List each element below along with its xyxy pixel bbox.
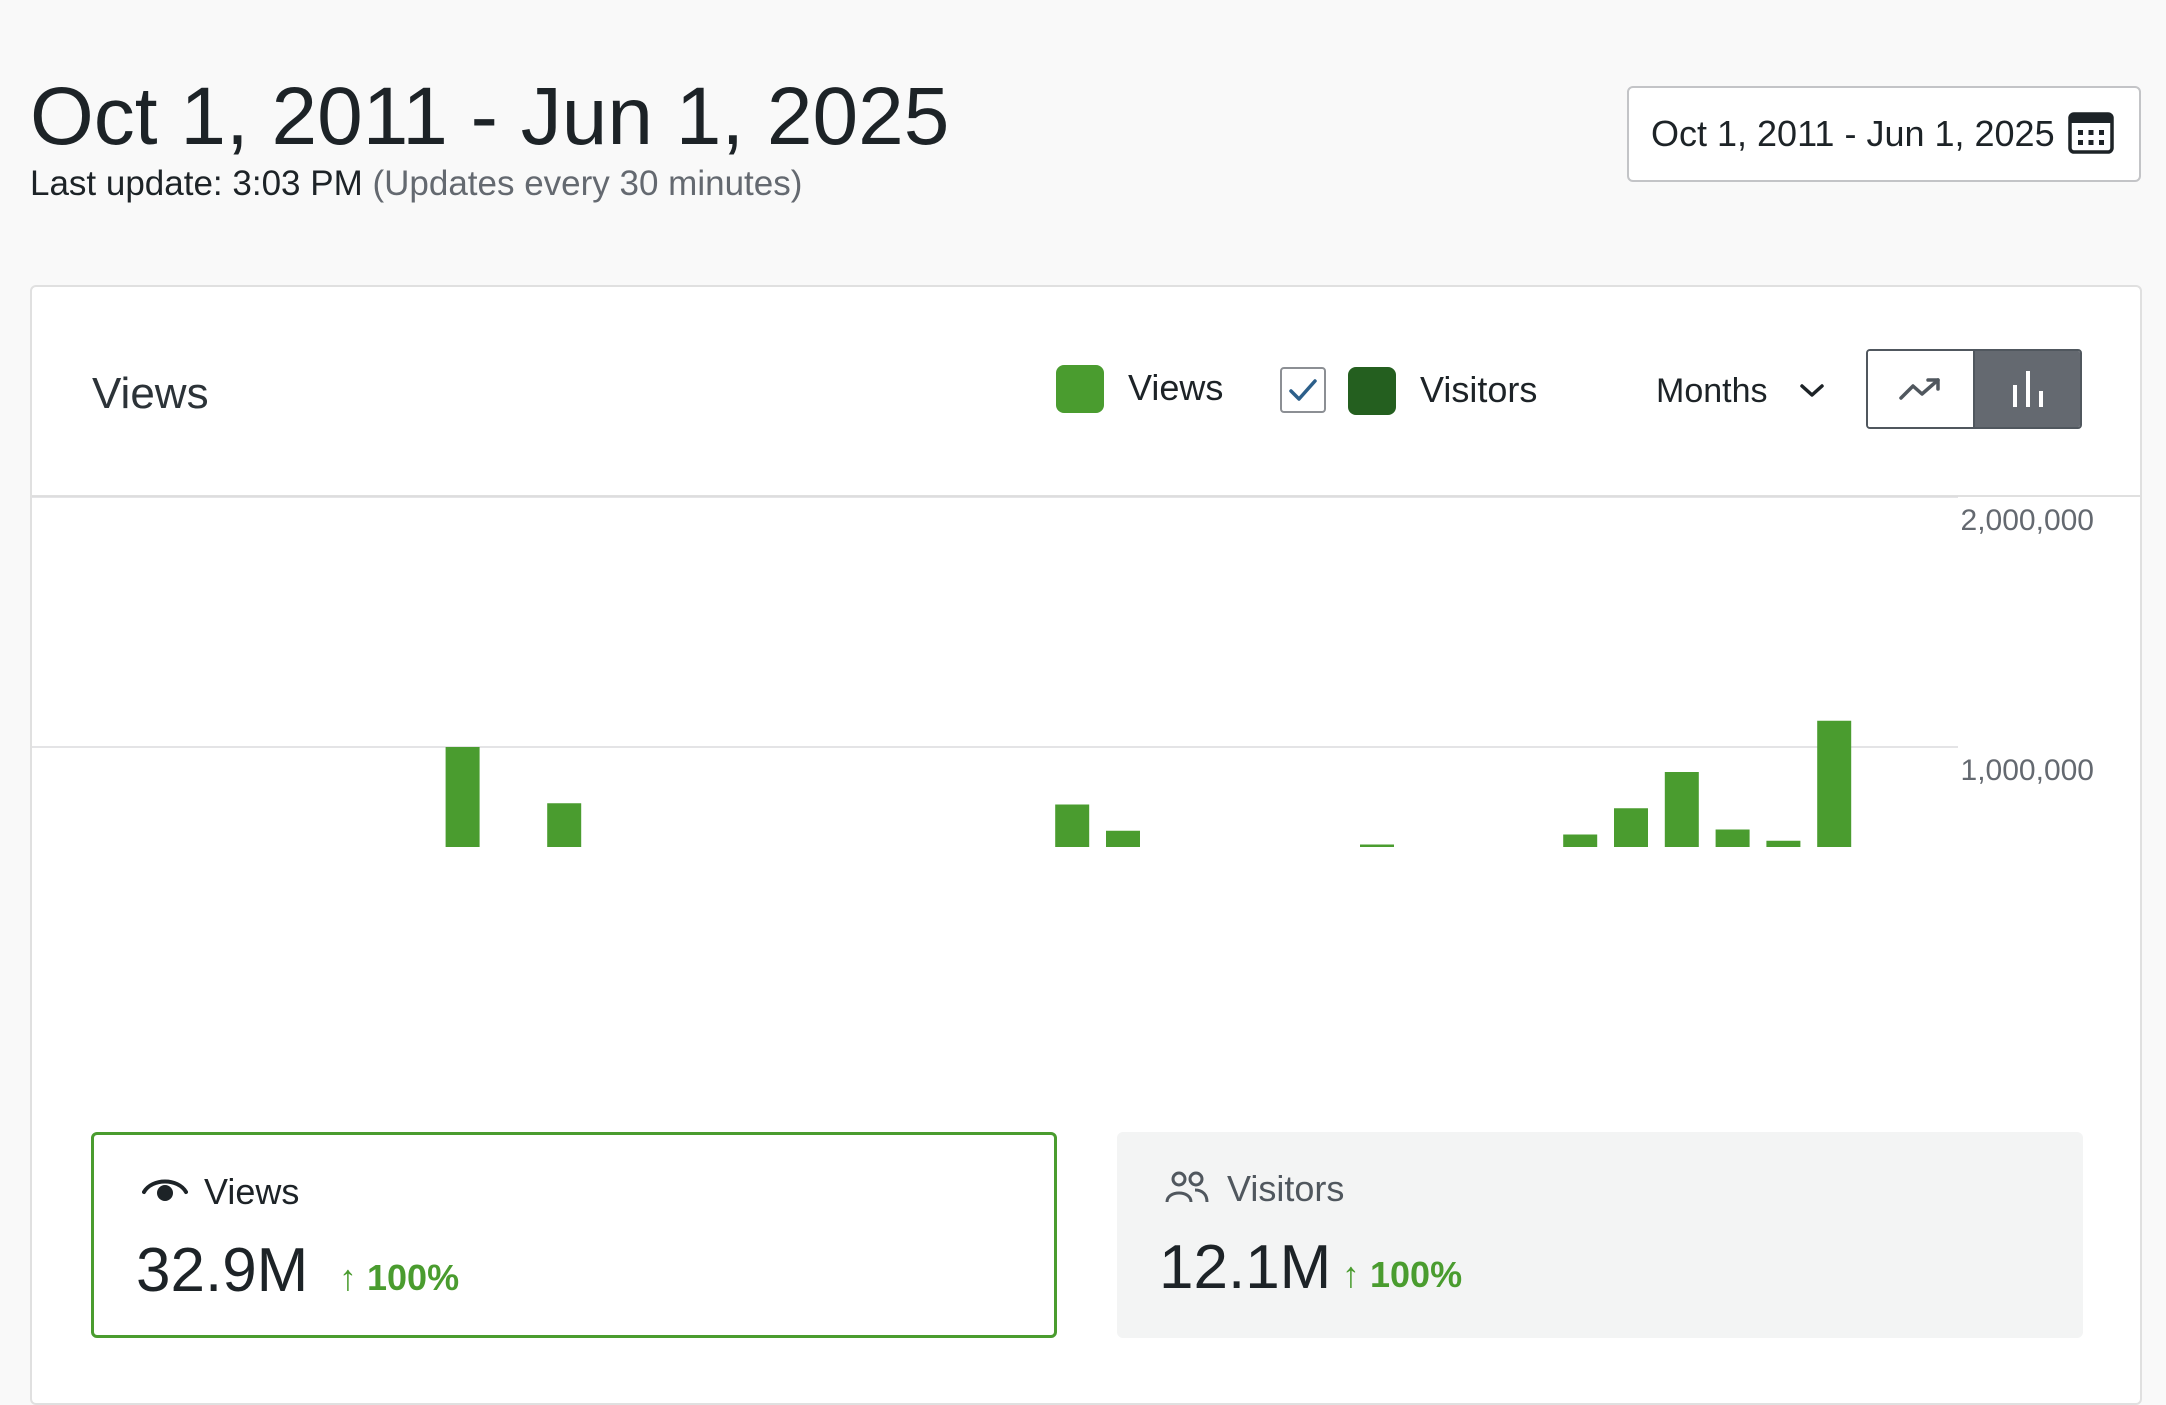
line-chart-button[interactable] xyxy=(1868,351,1973,427)
page-title: Oct 1, 2011 - Jun 1, 2025 xyxy=(30,71,950,162)
trending-up-icon xyxy=(1898,378,1940,400)
views-bar xyxy=(1360,844,1394,847)
update-interval-hint: (Updates every 30 minutes) xyxy=(372,164,803,203)
bar-chart: 01,000,0002,000,000JunSepDecMarJunSepDec… xyxy=(32,496,2094,847)
bar-chart-button[interactable] xyxy=(1973,351,2080,427)
views-stat-label: Views xyxy=(204,1171,300,1212)
views-bar xyxy=(1664,772,1699,847)
visitors-toggle-checkbox[interactable] xyxy=(1280,367,1326,413)
views-bar xyxy=(1614,808,1648,847)
calendar-icon xyxy=(2067,108,2115,161)
last-update-time: Last update: 3:03 PM xyxy=(30,164,363,203)
y-tick-label: 1,000,000 xyxy=(1961,754,2094,787)
date-range-picker[interactable]: Oct 1, 2011 - Jun 1, 2025 xyxy=(1627,86,2141,182)
views-stat-change: ↑ 100% xyxy=(339,1257,460,1298)
views-bar xyxy=(1106,830,1140,847)
views-bar xyxy=(547,803,582,847)
date-range-label: Oct 1, 2011 - Jun 1, 2025 xyxy=(1651,113,2055,154)
people-icon xyxy=(1165,1171,1209,1203)
y-tick-label: 2,000,000 xyxy=(1961,504,2094,537)
checkmark-icon xyxy=(1289,379,1317,401)
views-bar xyxy=(1817,720,1852,847)
visitors-stat-change: ↑ 100% xyxy=(1342,1254,1463,1295)
chart-card-header: Views Views Visitors Months xyxy=(32,287,2140,497)
period-select[interactable]: Months xyxy=(1656,359,1826,423)
views-legend-label: Views xyxy=(1128,367,1224,408)
views-stat-card[interactable]: Views 32.9M ↑ 100% xyxy=(91,1132,1057,1338)
chart-title: Views xyxy=(92,369,209,418)
views-bar xyxy=(1715,829,1750,847)
eye-icon xyxy=(142,1179,188,1201)
visitors-stat-value: 12.1M xyxy=(1159,1233,1332,1302)
views-bar xyxy=(1055,804,1090,847)
views-legend-swatch xyxy=(1056,365,1104,413)
views-bar xyxy=(1766,840,1801,847)
chart-type-toggle xyxy=(1866,349,2082,429)
visitors-legend-label: Visitors xyxy=(1420,369,1538,410)
chevron-down-icon xyxy=(1799,384,1824,397)
views-bar xyxy=(1563,834,1598,847)
period-select-value: Months xyxy=(1656,371,1768,410)
visitors-stat-card[interactable]: Visitors 12.1M ↑ 100% xyxy=(1117,1132,2083,1338)
views-stat-value: 32.9M xyxy=(136,1236,309,1305)
views-bar xyxy=(445,747,480,847)
last-update-text: Last update: 3:03 PM (Updates every 30 m… xyxy=(30,164,802,204)
bar-chart-icon xyxy=(2012,371,2043,407)
visitors-stat-label: Visitors xyxy=(1227,1168,1345,1209)
visitors-legend-swatch xyxy=(1348,367,1396,415)
